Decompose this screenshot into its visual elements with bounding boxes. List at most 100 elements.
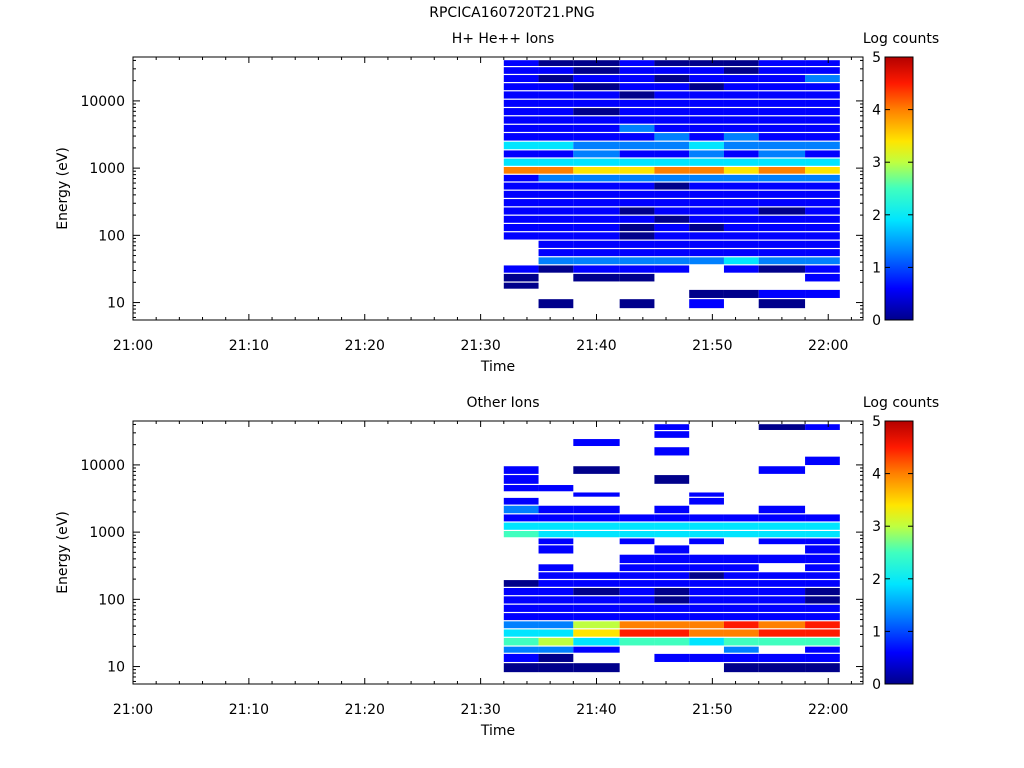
heatmap-cell (654, 232, 690, 240)
heatmap-cell (805, 580, 840, 587)
heatmap-cell (619, 265, 655, 273)
heatmap-cell (723, 99, 759, 107)
heatmap-cell (503, 133, 539, 141)
heatmap-cell (538, 522, 574, 530)
heatmap-cell (573, 174, 620, 182)
heatmap-cell (723, 249, 759, 257)
heatmap-cell (723, 75, 759, 83)
heatmap-cell (503, 199, 539, 207)
heatmap-cell (758, 207, 806, 215)
heatmap-cell (538, 60, 574, 66)
heatmap-cell (758, 663, 806, 673)
heatmap-cell (573, 91, 620, 99)
heatmap-cell (654, 67, 690, 74)
heatmap-cell (538, 124, 574, 132)
colorbar (884, 420, 914, 685)
heatmap-cell (573, 67, 620, 74)
heatmap-cell (573, 265, 620, 273)
x-tick-label: 21:30 (460, 338, 500, 354)
heatmap-cell (689, 249, 724, 257)
heatmap-cell (689, 572, 724, 579)
heatmap-cell (689, 232, 724, 240)
heatmap-cell (619, 554, 655, 564)
heatmap-cell (805, 663, 840, 673)
heatmap-cell (619, 621, 655, 629)
heatmap-cell (619, 223, 655, 232)
heatmap-cell (503, 67, 539, 74)
heatmap-cell (689, 580, 724, 587)
heatmap-cell (654, 133, 690, 141)
heatmap-cell (654, 265, 690, 273)
heatmap-cell (503, 530, 539, 538)
heatmap-cell (723, 646, 759, 653)
heatmap-cell (758, 538, 806, 545)
heatmap-cell (723, 166, 759, 174)
heatmap-cell (758, 265, 806, 273)
heatmap-cell (723, 564, 759, 572)
y-tick-label: 100 (98, 228, 125, 244)
heatmap-cell (654, 215, 690, 223)
heatmap-cell (689, 174, 724, 182)
heatmap-cell (805, 257, 840, 265)
heatmap-cell (689, 67, 724, 74)
heatmap-cell (538, 545, 574, 554)
heatmap-cell (723, 257, 759, 265)
heatmap-cell (654, 158, 690, 166)
heatmap-cell (503, 83, 539, 91)
heatmap-cell (503, 223, 539, 232)
heatmap-cell (538, 637, 574, 646)
heatmap-cell (805, 554, 840, 564)
heatmap-cell (573, 108, 620, 116)
heatmap-cell (503, 116, 539, 124)
heatmap-cell (538, 646, 574, 653)
heatmap-cell (538, 158, 574, 166)
heatmap-cell (503, 475, 539, 484)
heatmap-cell (654, 116, 690, 124)
heatmap-cell (689, 141, 724, 150)
heatmap-cell (723, 67, 759, 74)
colorbar-tick-label: 2 (872, 572, 881, 588)
y-tick-label: 100 (98, 592, 125, 608)
heatmap-cell (503, 505, 539, 514)
heatmap-cell (723, 133, 759, 141)
heatmap-cell (538, 604, 574, 612)
heatmap-cell (573, 663, 620, 673)
heatmap-cell (689, 492, 724, 497)
heatmap-cell (654, 572, 690, 579)
heatmap-cell (689, 299, 724, 309)
colorbar (884, 56, 914, 321)
heatmap-cell (573, 60, 620, 66)
heatmap-cell (758, 572, 806, 579)
heatmap-cell (805, 174, 840, 182)
heatmap-cell (805, 653, 840, 662)
heatmap-cell (805, 223, 840, 232)
heatmap-cell (758, 215, 806, 223)
heatmap-cell (689, 637, 724, 646)
heatmap-cell (503, 580, 539, 587)
heatmap-cell (805, 514, 840, 522)
heatmap-cell (619, 299, 655, 309)
heatmap-cell (805, 621, 840, 629)
heatmap-cell (573, 530, 620, 538)
heatmap-cell (805, 108, 840, 116)
heatmap-cell (723, 604, 759, 612)
heatmap-cell (723, 587, 759, 596)
heatmap-cell (758, 580, 806, 587)
heatmap-cell (503, 497, 539, 505)
colorbar-tick-label: 0 (872, 313, 881, 329)
heatmap-cell (805, 273, 840, 282)
heatmap-cell (573, 257, 620, 265)
heatmap-cell (654, 424, 690, 430)
heatmap-cell (503, 273, 539, 282)
heatmap-cell (619, 190, 655, 198)
heatmap-cell (538, 91, 574, 99)
heatmap-cell (689, 629, 724, 637)
heatmap-cell (805, 538, 840, 545)
heatmap-cell (573, 596, 620, 604)
heatmap-cell (723, 158, 759, 166)
heatmap-cell (805, 91, 840, 99)
heatmap-cell (805, 199, 840, 207)
heatmap-cell (654, 522, 690, 530)
heatmap-cell (538, 629, 574, 637)
